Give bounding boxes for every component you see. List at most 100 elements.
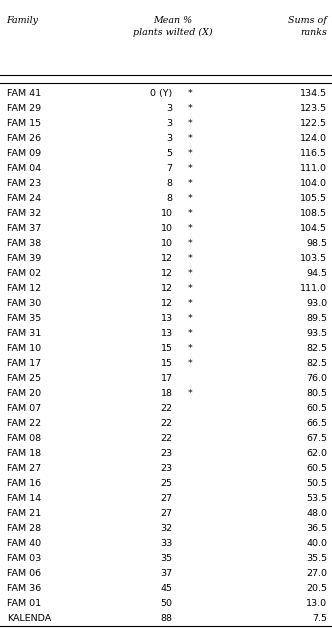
- Text: *: *: [188, 314, 192, 323]
- Text: 23: 23: [160, 464, 173, 473]
- Text: FAM 04: FAM 04: [7, 164, 41, 173]
- Text: FAM 21: FAM 21: [7, 509, 41, 518]
- Text: 13: 13: [160, 329, 173, 338]
- Text: FAM 06: FAM 06: [7, 569, 41, 578]
- Text: FAM 02: FAM 02: [7, 269, 41, 278]
- Text: 123.5: 123.5: [300, 104, 327, 113]
- Text: 12: 12: [161, 254, 173, 263]
- Text: 122.5: 122.5: [300, 119, 327, 128]
- Text: 10: 10: [161, 239, 173, 248]
- Text: 62.0: 62.0: [306, 449, 327, 458]
- Text: 35.5: 35.5: [306, 554, 327, 563]
- Text: 105.5: 105.5: [300, 194, 327, 203]
- Text: *: *: [188, 164, 192, 173]
- Text: *: *: [188, 239, 192, 248]
- Text: *: *: [188, 284, 192, 293]
- Text: *: *: [188, 194, 192, 203]
- Text: 53.5: 53.5: [306, 494, 327, 503]
- Text: 7: 7: [167, 164, 173, 173]
- Text: FAM 28: FAM 28: [7, 524, 41, 533]
- Text: 25: 25: [161, 479, 173, 488]
- Text: *: *: [188, 359, 192, 368]
- Text: 27: 27: [161, 509, 173, 518]
- Text: 22: 22: [161, 404, 173, 413]
- Text: FAM 31: FAM 31: [7, 329, 41, 338]
- Text: 3: 3: [167, 119, 173, 128]
- Text: FAM 41: FAM 41: [7, 89, 41, 98]
- Text: *: *: [188, 209, 192, 218]
- Text: KALENDA: KALENDA: [7, 614, 51, 623]
- Text: FAM 08: FAM 08: [7, 434, 41, 443]
- Text: 27.0: 27.0: [306, 569, 327, 578]
- Text: 80.5: 80.5: [306, 389, 327, 398]
- Text: 116.5: 116.5: [300, 149, 327, 158]
- Text: FAM 12: FAM 12: [7, 284, 41, 293]
- Text: 5: 5: [167, 149, 173, 158]
- Text: 17: 17: [161, 374, 173, 383]
- Text: FAM 03: FAM 03: [7, 554, 41, 563]
- Text: 15: 15: [161, 359, 173, 368]
- Text: 7.5: 7.5: [312, 614, 327, 623]
- Text: 66.5: 66.5: [306, 419, 327, 428]
- Text: FAM 07: FAM 07: [7, 404, 41, 413]
- Text: FAM 09: FAM 09: [7, 149, 41, 158]
- Text: 12: 12: [161, 284, 173, 293]
- Text: 3: 3: [167, 104, 173, 113]
- Text: *: *: [188, 149, 192, 158]
- Text: FAM 32: FAM 32: [7, 209, 41, 218]
- Text: 124.0: 124.0: [300, 134, 327, 143]
- Text: 108.5: 108.5: [300, 209, 327, 218]
- Text: 12: 12: [161, 299, 173, 308]
- Text: FAM 35: FAM 35: [7, 314, 41, 323]
- Text: FAM 27: FAM 27: [7, 464, 41, 473]
- Text: FAM 40: FAM 40: [7, 539, 41, 548]
- Text: FAM 38: FAM 38: [7, 239, 41, 248]
- Text: 20.5: 20.5: [306, 584, 327, 593]
- Text: Mean %
plants wilted (X): Mean % plants wilted (X): [133, 16, 212, 36]
- Text: 15: 15: [161, 344, 173, 353]
- Text: 98.5: 98.5: [306, 239, 327, 248]
- Text: 104.0: 104.0: [300, 179, 327, 188]
- Text: 22: 22: [161, 419, 173, 428]
- Text: 22: 22: [161, 434, 173, 443]
- Text: 60.5: 60.5: [306, 464, 327, 473]
- Text: 82.5: 82.5: [306, 359, 327, 368]
- Text: 60.5: 60.5: [306, 404, 327, 413]
- Text: Sums of
ranks: Sums of ranks: [288, 16, 327, 36]
- Text: 89.5: 89.5: [306, 314, 327, 323]
- Text: Family: Family: [7, 16, 39, 25]
- Text: FAM 25: FAM 25: [7, 374, 41, 383]
- Text: *: *: [188, 179, 192, 188]
- Text: 27: 27: [161, 494, 173, 503]
- Text: FAM 18: FAM 18: [7, 449, 41, 458]
- Text: 10: 10: [161, 209, 173, 218]
- Text: 35: 35: [160, 554, 173, 563]
- Text: FAM 23: FAM 23: [7, 179, 41, 188]
- Text: *: *: [188, 254, 192, 263]
- Text: FAM 20: FAM 20: [7, 389, 41, 398]
- Text: 13: 13: [160, 314, 173, 323]
- Text: 45: 45: [161, 584, 173, 593]
- Text: 18: 18: [161, 389, 173, 398]
- Text: 104.5: 104.5: [300, 224, 327, 233]
- Text: *: *: [188, 389, 192, 398]
- Text: *: *: [188, 329, 192, 338]
- Text: FAM 15: FAM 15: [7, 119, 41, 128]
- Text: *: *: [188, 104, 192, 113]
- Text: 88: 88: [161, 614, 173, 623]
- Text: 3: 3: [167, 134, 173, 143]
- Text: FAM 01: FAM 01: [7, 599, 41, 608]
- Text: FAM 17: FAM 17: [7, 359, 41, 368]
- Text: 50: 50: [161, 599, 173, 608]
- Text: FAM 36: FAM 36: [7, 584, 41, 593]
- Text: 111.0: 111.0: [300, 164, 327, 173]
- Text: FAM 37: FAM 37: [7, 224, 41, 233]
- Text: *: *: [188, 269, 192, 278]
- Text: 37: 37: [160, 569, 173, 578]
- Text: 10: 10: [161, 224, 173, 233]
- Text: FAM 26: FAM 26: [7, 134, 41, 143]
- Text: FAM 14: FAM 14: [7, 494, 41, 503]
- Text: 94.5: 94.5: [306, 269, 327, 278]
- Text: *: *: [188, 344, 192, 353]
- Text: FAM 30: FAM 30: [7, 299, 41, 308]
